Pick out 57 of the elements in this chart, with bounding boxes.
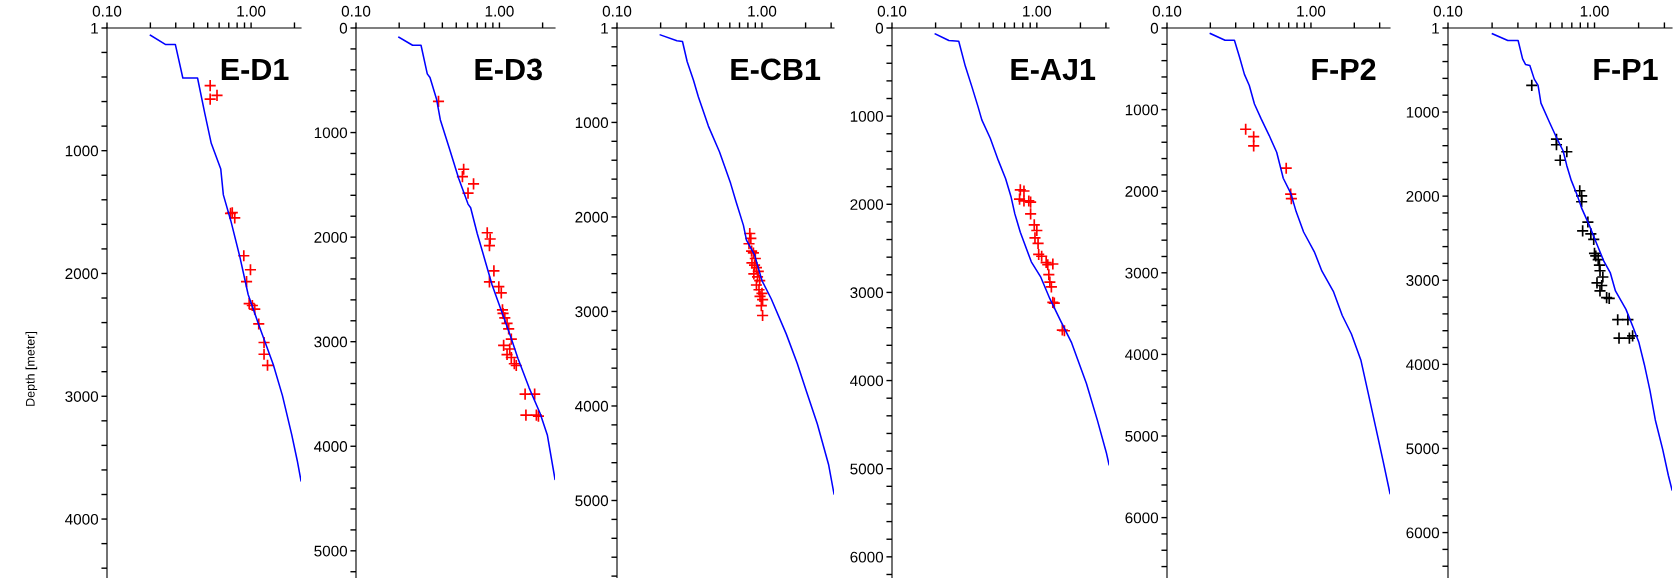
y-tick-label: 5000	[850, 463, 884, 475]
y-tick-label: 1000	[314, 127, 348, 139]
y-tick-label: 1000	[1125, 104, 1159, 116]
y-tick-label: 2000	[314, 231, 348, 243]
y-tick-label: 4000	[314, 441, 348, 452]
x-tick-label: 1.00	[237, 5, 266, 17]
x-tick-label: 1.00	[1023, 5, 1052, 17]
x-tick-label: 0.10	[1152, 5, 1182, 17]
y-tick-label: 5000	[1406, 443, 1440, 455]
x-tick-label: 1.00	[1580, 5, 1609, 17]
y-tick-label: 1	[1432, 23, 1439, 34]
y-tick-label: 6000	[850, 551, 884, 563]
text: F-P2	[1312, 58, 1376, 80]
y-tick-label: 5000	[1125, 430, 1159, 442]
y-tick-label: 2000	[575, 211, 609, 223]
x-tick-label: 0.10	[602, 5, 632, 17]
text: E-CB1	[731, 58, 821, 81]
y-tick-label: 4000	[575, 400, 609, 412]
y-tick-label: 2000	[1125, 186, 1159, 197]
y-tick-label: 1000	[65, 145, 99, 157]
y-tick-label: 1	[91, 23, 98, 34]
text: E-AJ1	[1011, 58, 1096, 81]
y-tick-label: 2000	[1406, 191, 1440, 202]
x-tick-label: 0.10	[877, 5, 907, 17]
text: F-P1	[1594, 58, 1658, 80]
y-tick-label: 4000	[850, 375, 884, 387]
y-tick-label: 5000	[314, 545, 348, 557]
y-tick-label: 6000	[1125, 512, 1159, 524]
y-tick-label: 1000	[575, 117, 609, 129]
y-tick-label: 2000	[850, 199, 884, 210]
y-tick-label: 1000	[1406, 106, 1440, 118]
x-tick-label: 0.10	[341, 5, 371, 17]
y-tick-label: 3000	[314, 336, 348, 348]
y-tick-label: 3000	[65, 391, 99, 402]
y-axis-title: Depth [meter]	[25, 332, 38, 406]
y-tick-label: 2000	[65, 268, 99, 280]
y-tick-label: 0	[875, 22, 884, 34]
text: E-D1	[221, 58, 289, 80]
y-tick-label: 1000	[850, 111, 884, 122]
x-tick-label: 1.00	[485, 5, 514, 17]
y-tick-label: 5000	[575, 495, 609, 507]
y-tick-label: 4000	[65, 513, 99, 525]
y-tick-label: 3000	[1125, 267, 1159, 279]
y-tick-label: 0	[1150, 22, 1159, 34]
x-tick-label: 0.10	[92, 5, 122, 17]
y-tick-label: 0	[339, 22, 348, 34]
y-tick-label: 6000	[1406, 527, 1440, 539]
y-tick-label: 4000	[1125, 349, 1159, 361]
y-tick-label: 3000	[1406, 275, 1440, 286]
y-tick-label: 3000	[850, 287, 884, 299]
text: E-D3	[475, 58, 542, 81]
y-tick-label: 3000	[575, 306, 609, 318]
x-tick-label: 0.10	[1433, 5, 1463, 17]
x-tick-label: 1.00	[748, 5, 777, 17]
x-tick-label: 1.00	[1297, 5, 1326, 17]
y-tick-label: 4000	[1406, 359, 1440, 371]
y-tick-label: 1	[601, 23, 608, 34]
